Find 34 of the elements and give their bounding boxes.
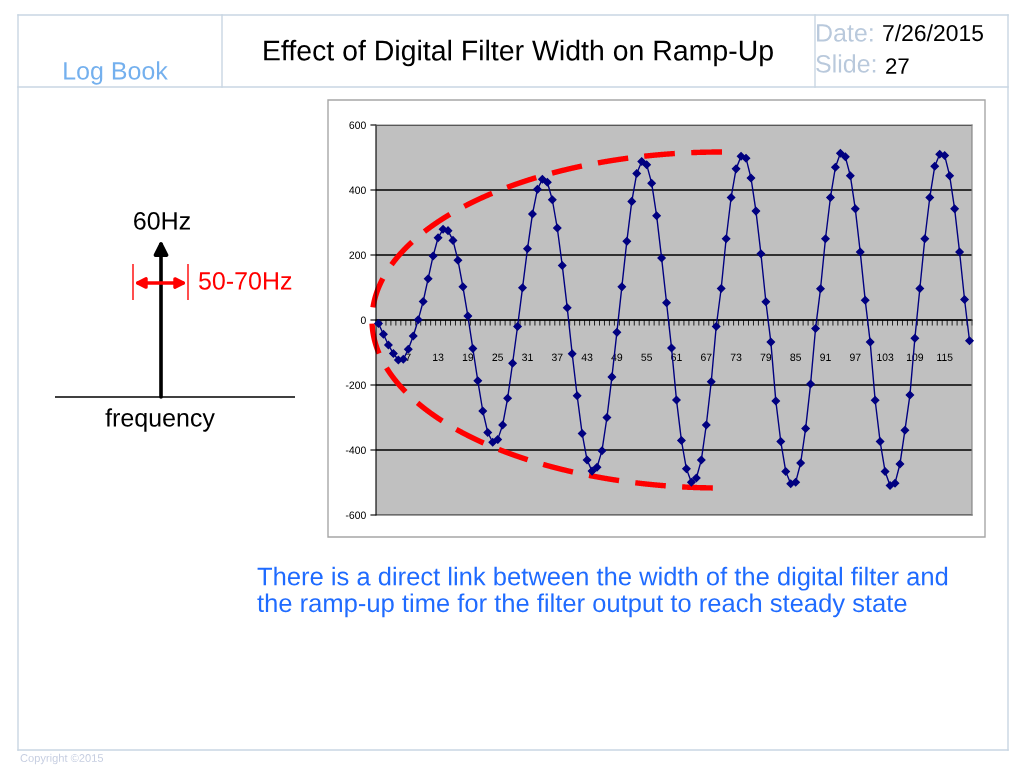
x-tick-label: 13 (433, 353, 444, 361)
x-tick-label: 43 (581, 353, 593, 361)
x-tick-label: 7 (405, 353, 411, 361)
chart-title: Effect of Digital Filter Width on Ramp-Up (264, 39, 773, 67)
y-tick-label: -200 (345, 381, 366, 389)
y-tick-label: -400 (345, 446, 366, 454)
text: Slide: (816, 54, 876, 73)
y-tick-label: 0 (360, 316, 366, 324)
y-tick-label: 600 (349, 121, 366, 129)
text: 27 (886, 58, 909, 74)
text: 50-70Hz (199, 272, 292, 290)
x-tick-label: 25 (492, 353, 504, 361)
text: Log Book (64, 61, 168, 85)
text: 60Hz (134, 212, 190, 230)
x-tick-label: 91 (820, 353, 831, 361)
x-tick-label: 67 (701, 353, 712, 361)
text: There is a direct link between the width of the digital filter and the ramp-up time for the filter output to reach steady state (257, 566, 948, 618)
x-tick-label: 115 (937, 353, 953, 361)
text: frequency (105, 408, 215, 432)
y-tick-label: 200 (349, 251, 366, 259)
x-tick-label: 103 (877, 353, 894, 361)
x-tick-label: 37 (551, 353, 563, 361)
text: Copyright ©2015 (20, 753, 104, 765)
x-tick-label: 19 (462, 353, 474, 361)
x-tick-label: 55 (641, 353, 653, 361)
x-tick-label: 79 (760, 353, 772, 361)
y-tick-label: 400 (349, 186, 366, 194)
text: 7/26/2015 (883, 24, 983, 42)
x-tick-label: 85 (790, 353, 802, 361)
x-tick-label: 97 (849, 353, 861, 361)
y-tick-label: -600 (345, 511, 366, 519)
x-tick-label: 31 (522, 353, 533, 361)
text: Date: (817, 24, 873, 42)
x-tick-label: 73 (730, 353, 742, 361)
